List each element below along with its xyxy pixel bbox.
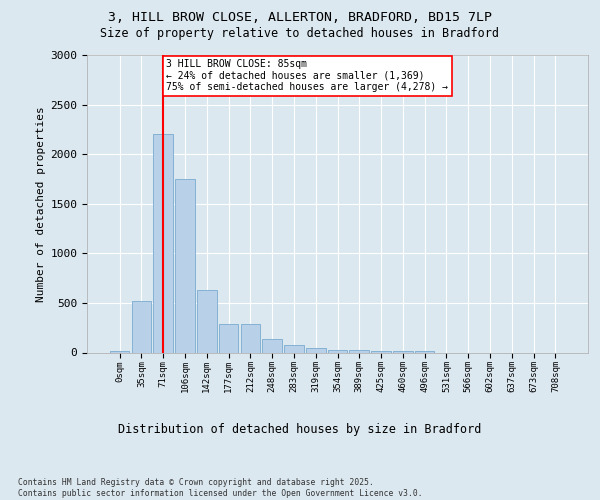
Text: Size of property relative to detached houses in Bradford: Size of property relative to detached ho…: [101, 28, 499, 40]
Bar: [349, 350, 369, 352]
Bar: [262, 338, 282, 352]
Bar: [110, 350, 130, 352]
Bar: [175, 179, 195, 352]
Bar: [284, 345, 304, 352]
Text: 3, HILL BROW CLOSE, ALLERTON, BRADFORD, BD15 7LP: 3, HILL BROW CLOSE, ALLERTON, BRADFORD, …: [108, 11, 492, 24]
Bar: [393, 351, 413, 352]
Bar: [197, 290, 217, 352]
Text: Contains HM Land Registry data © Crown copyright and database right 2025.
Contai: Contains HM Land Registry data © Crown c…: [18, 478, 422, 498]
Bar: [131, 301, 151, 352]
Bar: [241, 324, 260, 352]
Bar: [328, 350, 347, 352]
Text: 3 HILL BROW CLOSE: 85sqm
← 24% of detached houses are smaller (1,369)
75% of sem: 3 HILL BROW CLOSE: 85sqm ← 24% of detach…: [166, 59, 448, 92]
Bar: [154, 134, 173, 352]
Bar: [306, 348, 326, 352]
Y-axis label: Number of detached properties: Number of detached properties: [36, 106, 46, 302]
Bar: [219, 324, 238, 352]
Bar: [415, 350, 434, 352]
Bar: [371, 350, 391, 352]
Text: Distribution of detached houses by size in Bradford: Distribution of detached houses by size …: [118, 422, 482, 436]
